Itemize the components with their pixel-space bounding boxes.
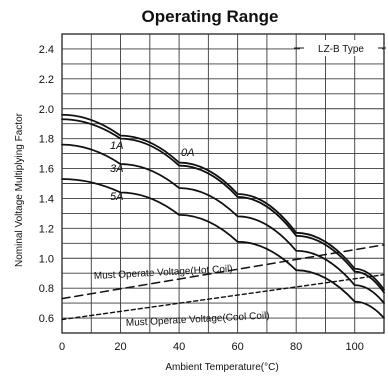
series-line-2 <box>61 143 385 304</box>
series-label-2: 3A <box>110 163 123 175</box>
chart-title: Operating Range <box>142 7 279 26</box>
y-tick-label: 1.0 <box>39 253 54 265</box>
x-tick-label: 20 <box>114 341 126 353</box>
y-tick-label: 2.2 <box>39 74 54 86</box>
y-axis-label: Nominal Voltage Multiplying Factor <box>14 112 25 267</box>
legend-label: LZ-B Type <box>318 44 364 55</box>
y-tick-label: 1.4 <box>39 193 54 205</box>
x-axis-label: Ambient Temperature(°C) <box>165 362 278 373</box>
y-tick-label: 0.8 <box>39 283 54 295</box>
y-tick-label: 2.0 <box>39 104 54 116</box>
series-lines <box>61 113 385 321</box>
series-line-3 <box>61 178 385 319</box>
series-label-1: 1A <box>110 140 123 152</box>
x-tick-label: 40 <box>173 341 185 353</box>
x-tick-label: 80 <box>290 341 302 353</box>
x-tick-label: 0 <box>59 341 65 353</box>
legend-box: LZ-B Type <box>294 40 386 56</box>
series-label-0: 0A <box>181 147 194 159</box>
y-tick-label: 0.6 <box>39 313 54 325</box>
y-tick-label: 1.2 <box>39 223 54 235</box>
series-line-4 <box>61 244 385 300</box>
grid <box>61 33 385 334</box>
x-tick-label: 100 <box>346 341 364 353</box>
y-tick-label: 2.4 <box>39 44 54 56</box>
series-line-5 <box>61 273 385 321</box>
series-label-3: 5A <box>110 191 123 203</box>
x-tick-label: 60 <box>232 341 244 353</box>
legend-background <box>300 40 382 56</box>
series-line-0 <box>61 113 385 291</box>
series-line-1 <box>61 118 385 294</box>
y-tick-label: 1.6 <box>39 164 54 176</box>
y-tick-label: 1.8 <box>39 134 54 146</box>
tick-labels: 0 20 40 60 80 100 0.6 0.8 1.0 1.2 1.4 1.6 1.8 2.0 2.2 2… <box>39 44 364 353</box>
